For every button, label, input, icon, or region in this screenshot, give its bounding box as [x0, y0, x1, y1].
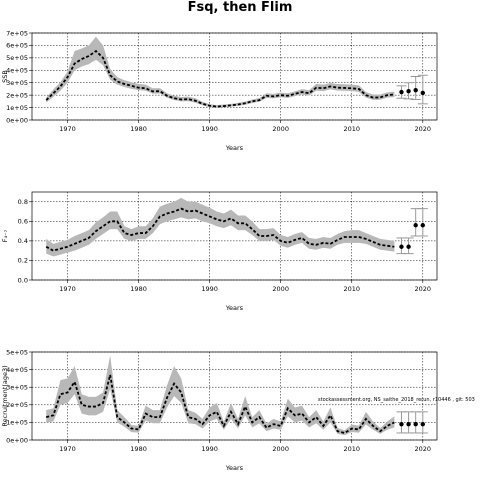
x-axis-label: Years — [225, 144, 244, 152]
y-tick-label: 3e+05 — [6, 384, 28, 392]
panel-recruitment: 1970 1980 1990 2000 2010 2020 0e+00 1e+05 2e+05 3… — [1, 348, 438, 472]
x-tick-label: 2010 — [343, 125, 360, 133]
x-tick-label: 1970 — [59, 285, 76, 293]
x-axis-label: Years — [225, 464, 244, 472]
x-tick-label: 1970 — [59, 445, 76, 453]
y-tick-label: 0.4 — [18, 237, 28, 245]
confidence-band — [46, 197, 395, 257]
x-tick-label: 1980 — [130, 285, 147, 293]
y-tick-label: 0.0 — [18, 276, 28, 284]
forecast-point — [413, 223, 418, 228]
forecast-point — [406, 421, 411, 427]
x-tick-label: 2020 — [415, 125, 432, 133]
x-tick-label: 2010 — [343, 285, 360, 293]
forecast-point — [399, 89, 404, 95]
annotation-text: stockassessment.org, NS_saithe_2018_reru… — [318, 397, 475, 403]
panel-f: 1970 1980 1990 2000 2010 2020 0.0 0.2 0.4 0.6 0.8 Y… — [1, 191, 438, 312]
y-tick-label: 1e+05 — [6, 419, 28, 427]
y-tick-label: 0e+00 — [6, 116, 28, 124]
x-tick-label: 2000 — [272, 125, 289, 133]
confidence-band — [46, 355, 395, 436]
estimate-line — [45, 49, 395, 108]
forecast-point — [413, 87, 418, 93]
x-tick-label: 2000 — [272, 445, 289, 453]
y-tick-label: 2e+05 — [6, 91, 28, 99]
y-tick-label: 3e+05 — [6, 79, 28, 87]
x-tick-label: 2020 — [415, 445, 432, 453]
y-tick-label: 1e+05 — [6, 104, 28, 112]
y-tick-label: 5e+05 — [6, 54, 28, 62]
plot-frame — [31, 351, 438, 441]
forecast-point — [413, 421, 418, 427]
plot-frame — [31, 191, 438, 281]
estimate-line — [45, 207, 395, 252]
page-title: Fsq, then Flim — [187, 0, 293, 15]
y-tick-label: 5e+05 — [6, 348, 28, 356]
y-tick-label: 0.6 — [18, 218, 28, 226]
y-axis-label: F₄₋₇ — [1, 229, 9, 242]
x-tick-label: 2010 — [343, 445, 360, 453]
y-axis-label: Recruitment(age3) — [1, 365, 9, 426]
forecast-point — [406, 88, 411, 94]
forecast-point — [420, 223, 425, 228]
confidence-band — [46, 36, 395, 108]
y-axis-label: SSB — [1, 70, 9, 83]
estimate-line — [45, 374, 395, 434]
x-tick-label: 1980 — [130, 125, 147, 133]
x-tick-label: 1970 — [59, 125, 76, 133]
plot-frame — [31, 32, 438, 121]
y-tick-label: 0.8 — [18, 198, 28, 206]
x-tick-label: 1990 — [201, 125, 218, 133]
forecast-point — [399, 244, 404, 249]
forecast-point — [399, 421, 404, 427]
x-tick-label: 1980 — [130, 445, 147, 453]
y-tick-label: 0.2 — [18, 257, 28, 265]
x-tick-label: 2000 — [272, 285, 289, 293]
forecast-point — [420, 90, 425, 96]
y-tick-label: 0e+00 — [6, 436, 28, 444]
x-tick-label: 2020 — [415, 285, 432, 293]
x-tick-label: 1990 — [201, 445, 218, 453]
y-tick-label: 6e+05 — [6, 42, 28, 50]
y-tick-label: 7e+05 — [6, 29, 28, 37]
forecast-point — [420, 421, 425, 427]
y-tick-label: 2e+05 — [6, 401, 28, 409]
x-tick-label: 1990 — [201, 285, 218, 293]
y-tick-label: 4e+05 — [6, 366, 28, 374]
forecast-point — [406, 244, 411, 249]
y-tick-label: 4e+05 — [6, 67, 28, 75]
x-axis-label: Years — [225, 304, 244, 312]
panel-ssb: 1970 1980 1990 2000 2010 2020 0e+00 1e+05 2e+05 3… — [1, 29, 438, 152]
